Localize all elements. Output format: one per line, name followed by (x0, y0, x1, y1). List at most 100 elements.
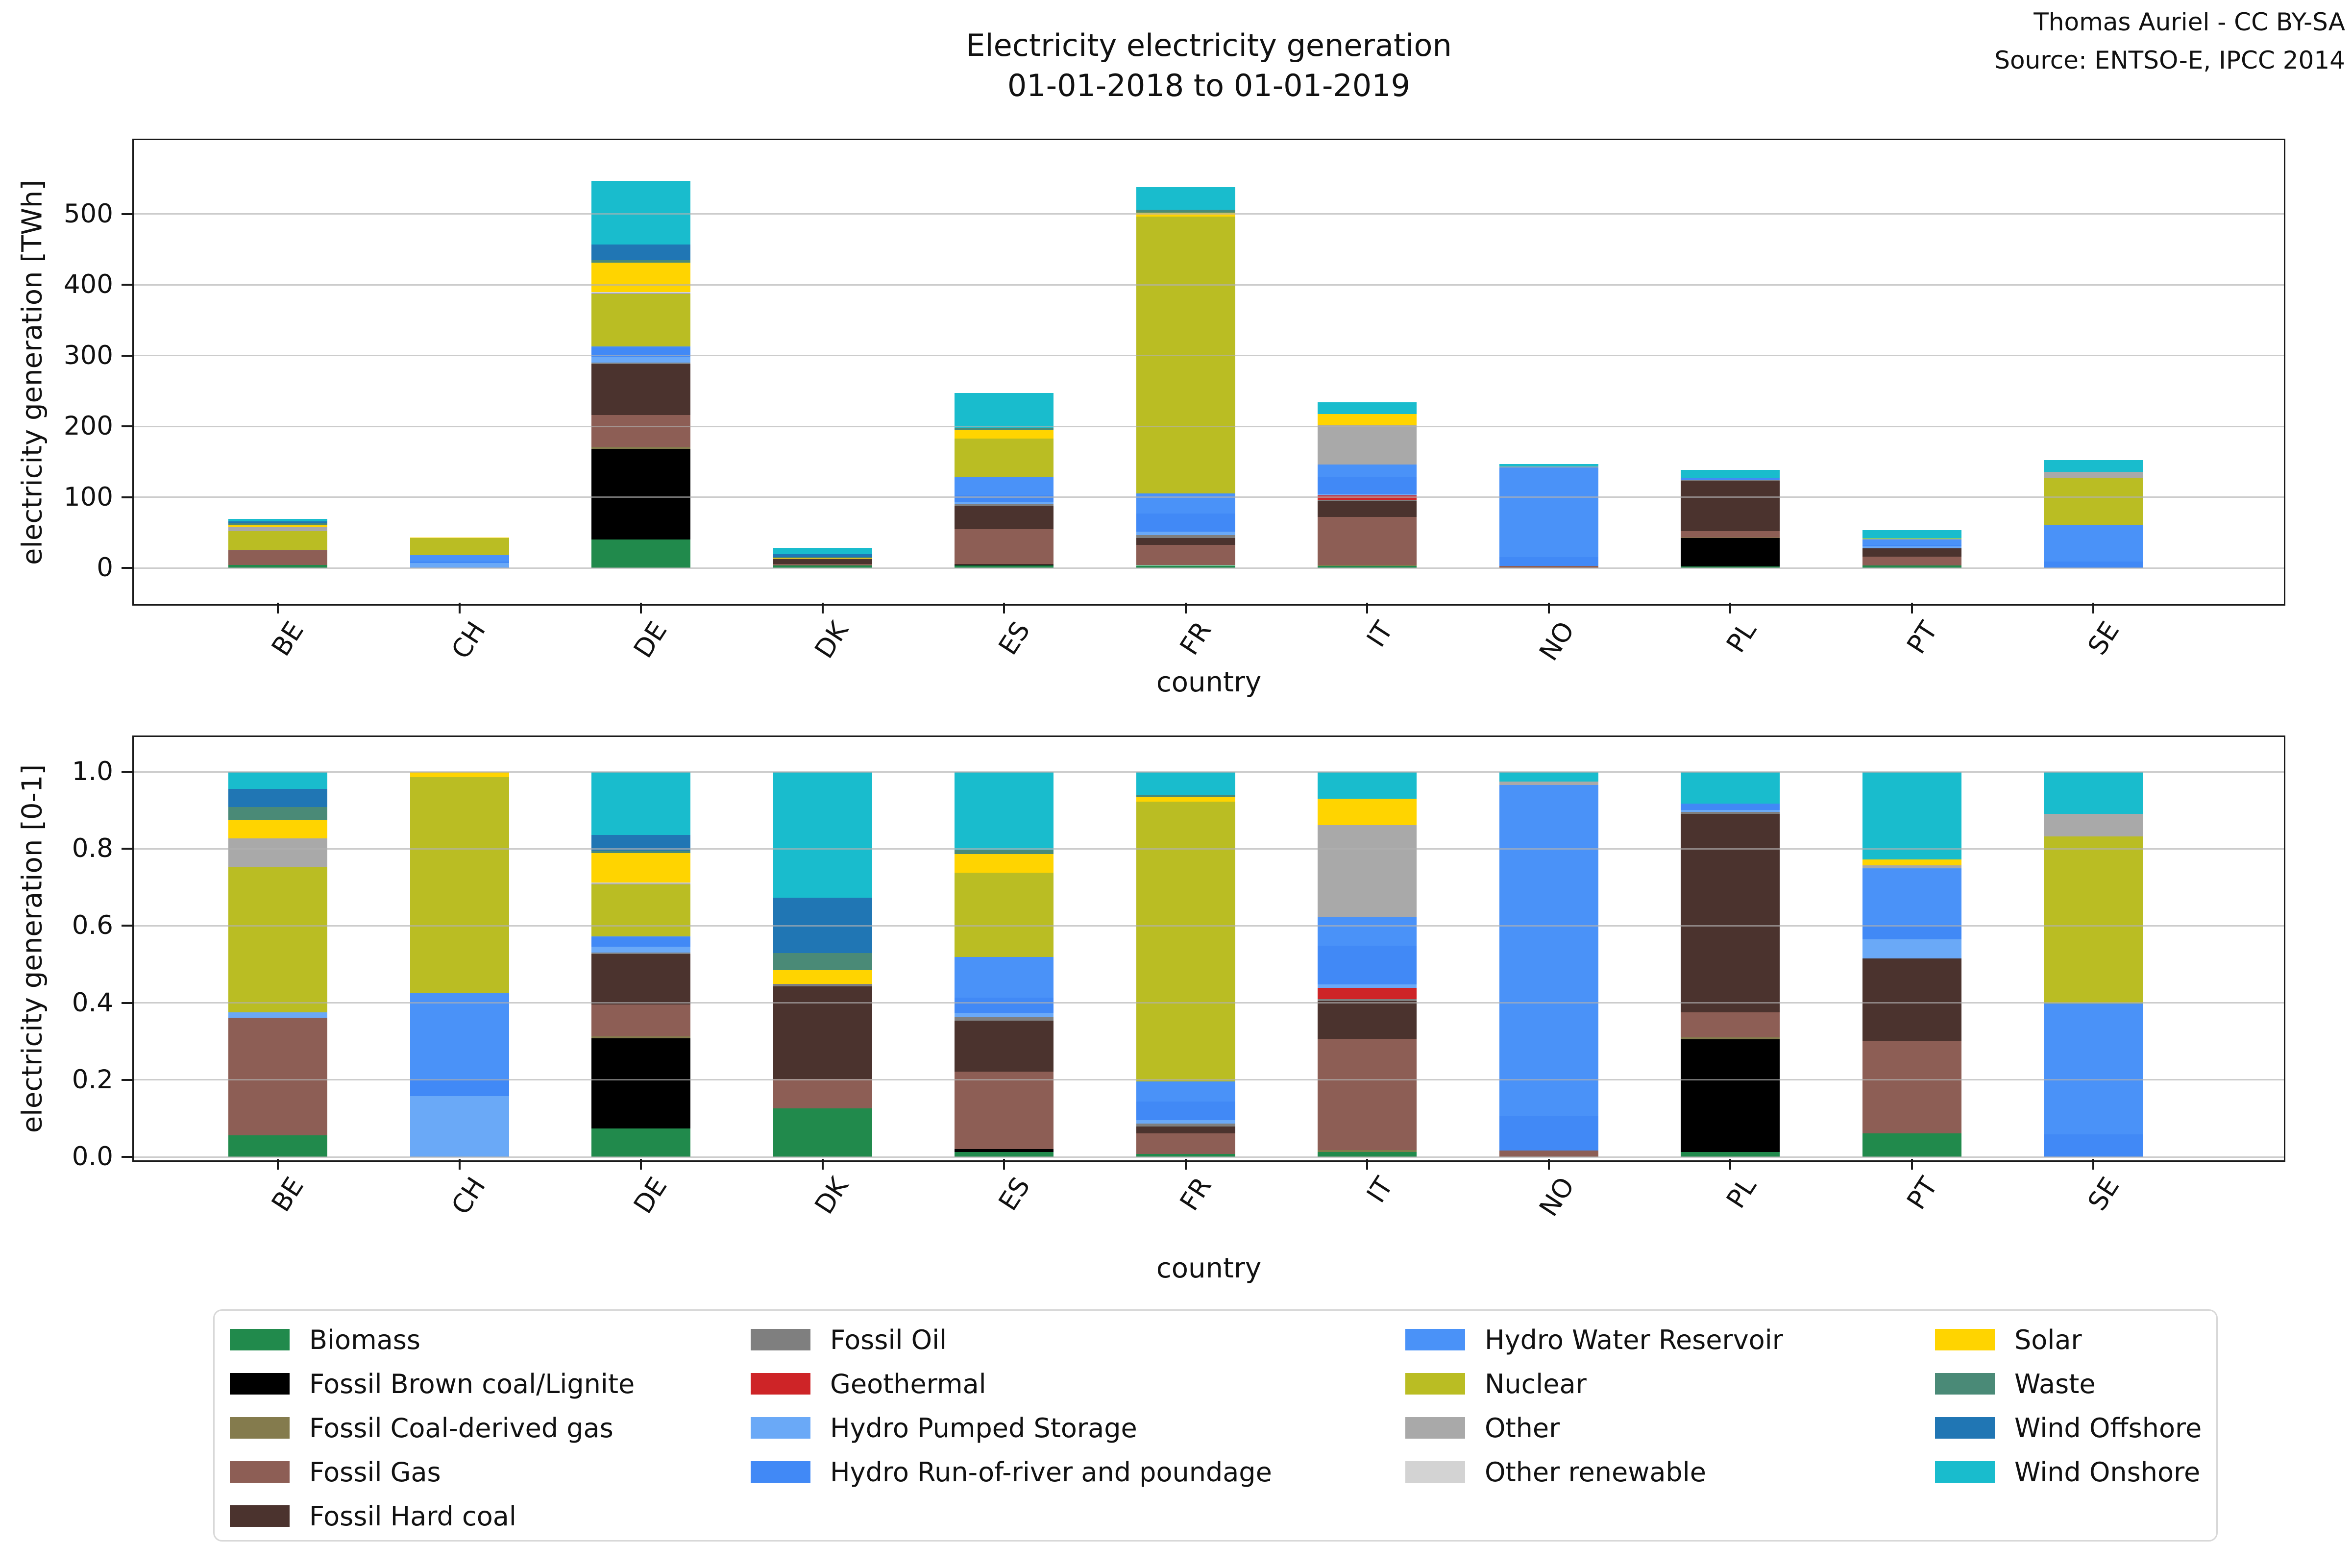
bar-BE-nuclear (228, 531, 327, 550)
legend-label: Solar (2014, 1324, 2082, 1355)
legend-label: Fossil Hard coal (309, 1500, 516, 1532)
y-tick-label: 200 (63, 411, 113, 441)
bar-DE-nuclear (591, 294, 690, 347)
bar-DE-fossil-coal-derived-gas (591, 446, 690, 449)
attribution-line1: Thomas Auriel - CC BY-SA (2034, 8, 2345, 36)
bar-IT-hydro-pumped-storage (1318, 984, 1417, 988)
gridline (134, 355, 2284, 356)
gridline (134, 925, 2284, 927)
x-tick-mark (821, 603, 824, 613)
bar-BE-fossil-gas (228, 1018, 327, 1135)
bar-BE-biomass (228, 1135, 327, 1157)
bar-ES-fossil-oil (955, 504, 1054, 506)
bar-DK-fossil-gas (773, 564, 872, 565)
bar-IT-biomass (1318, 1152, 1417, 1157)
bar-FR-hydro-pumped-storage (1136, 1120, 1235, 1124)
y-tick-mark (122, 354, 132, 357)
bar-DE-waste (591, 260, 690, 263)
bar-DE-biomass (591, 1128, 690, 1157)
x-axis-label: country (1156, 1252, 1262, 1284)
legend-label: Fossil Brown coal/Lignite (309, 1368, 635, 1399)
x-tick-label: FR (1174, 1172, 1218, 1216)
bar-FR-nuclear (1136, 801, 1235, 1082)
bar-ES-solar (955, 854, 1054, 873)
legend-swatch (1405, 1373, 1465, 1395)
bar-BE-solar (228, 525, 327, 528)
y-tick-label: 1.0 (72, 757, 113, 786)
x-tick-mark (1547, 603, 1550, 613)
bar-PT-hydro-pumped-storage (1862, 546, 1961, 549)
bar-ES-biomass (955, 565, 1054, 568)
y-tick-label: 300 (63, 340, 113, 370)
legend-item-fossil-oil: Fossil Oil (751, 1318, 1272, 1362)
bar-PT-fossil-gas (1862, 1041, 1961, 1133)
bar-ES-nuclear (955, 872, 1054, 957)
bar-NO-hydro-run-of-river-and-poundage (1499, 557, 1598, 566)
bar-IT-fossil-oil (1318, 999, 1417, 1002)
bar-ES-fossil-hard-coal (955, 506, 1054, 529)
bar-IT-other (1318, 825, 1417, 917)
bar-BE-fossil-gas (228, 550, 327, 565)
legend-swatch (230, 1373, 290, 1395)
bar-DE-fossil-coal-derived-gas (591, 1036, 690, 1039)
y-tick-mark (122, 771, 132, 773)
bar-ES-hydro-water-reservoir (955, 477, 1054, 496)
x-tick-label: BE (266, 1172, 310, 1217)
legend-swatch (1935, 1329, 1995, 1350)
gridline (134, 284, 2284, 286)
bar-CH-nuclear (410, 777, 509, 993)
chart-title: Electricity electricity generation 01-01… (134, 25, 2284, 106)
x-tick-mark (1729, 603, 1731, 613)
x-tick-label: SE (2082, 1172, 2126, 1216)
x-tick-label: CH (445, 1172, 491, 1220)
legend-item-solar: Solar (1935, 1318, 2202, 1362)
bar-BE-wind-onshore (228, 519, 327, 521)
legend-item-wind-onshore: Wind Onshore (1935, 1450, 2202, 1494)
gridline (134, 1002, 2284, 1004)
bar-IT-fossil-coal-derived-gas (1318, 564, 1417, 566)
bar-PL-fossil-gas (1681, 531, 1780, 538)
bar-IT-fossil-hard-coal (1318, 501, 1417, 517)
legend-item-fossil-hard-coal: Fossil Hard coal (230, 1494, 635, 1538)
bar-IT-fossil-coal-derived-gas (1318, 1150, 1417, 1152)
bar-FR-fossil-gas (1136, 544, 1235, 565)
bar-DE-biomass (591, 539, 690, 568)
bar-PT-hydro-run-of-river-and-poundage (1862, 925, 1961, 939)
bar-DE-solar (591, 263, 690, 293)
bar-DE-fossil-hard-coal (591, 954, 690, 1005)
legend-swatch (1935, 1373, 1995, 1395)
bar-IT-fossil-gas (1318, 517, 1417, 565)
legend-item-hydro-water-reservoir: Hydro Water Reservoir (1405, 1318, 1783, 1362)
bar-FR-waste (1136, 794, 1235, 798)
bar-FR-hydro-water-reservoir (1136, 1081, 1235, 1102)
legend-swatch (230, 1461, 290, 1483)
bar-PT-wind-onshore (1862, 772, 1961, 859)
bar-DE-waste (591, 851, 690, 854)
x-tick-label: NO (1534, 616, 1581, 666)
bar-NO-wind-onshore (1499, 772, 1598, 782)
gridline (134, 771, 2284, 773)
legend-label: Geothermal (830, 1368, 986, 1399)
gridline (134, 848, 2284, 850)
bar-BE-other (228, 527, 327, 531)
legend-item-waste: Waste (1935, 1362, 2202, 1406)
bar-SE-hydro-water-reservoir (2044, 1004, 2143, 1134)
y-tick-mark (122, 1002, 132, 1004)
y-tick-mark (122, 213, 132, 215)
x-tick-label: DE (628, 1172, 673, 1219)
bar-CH-hydro-run-of-river-and-poundage (410, 562, 509, 564)
legend-label: Biomass (309, 1324, 421, 1355)
bar-PL-hydro-run-of-river-and-poundage (1681, 804, 1780, 810)
bar-FR-fossil-hard-coal (1136, 1126, 1235, 1134)
gridline (134, 1156, 2284, 1158)
bar-DK-fossil-oil (773, 983, 872, 987)
legend-item-fossil-gas: Fossil Gas (230, 1450, 635, 1494)
legend-swatch (751, 1373, 810, 1395)
bar-IT-geothermal (1318, 987, 1417, 999)
bar-PL-hydro-run-of-river-and-poundage (1681, 478, 1780, 480)
bar-PT-hydro-run-of-river-and-poundage (1862, 545, 1961, 547)
y-tick-mark (122, 496, 132, 498)
bar-DE-fossil-brown-coal-lignite (591, 1038, 690, 1129)
bar-DE-nuclear (591, 884, 690, 937)
bar-DE-other (591, 883, 690, 884)
